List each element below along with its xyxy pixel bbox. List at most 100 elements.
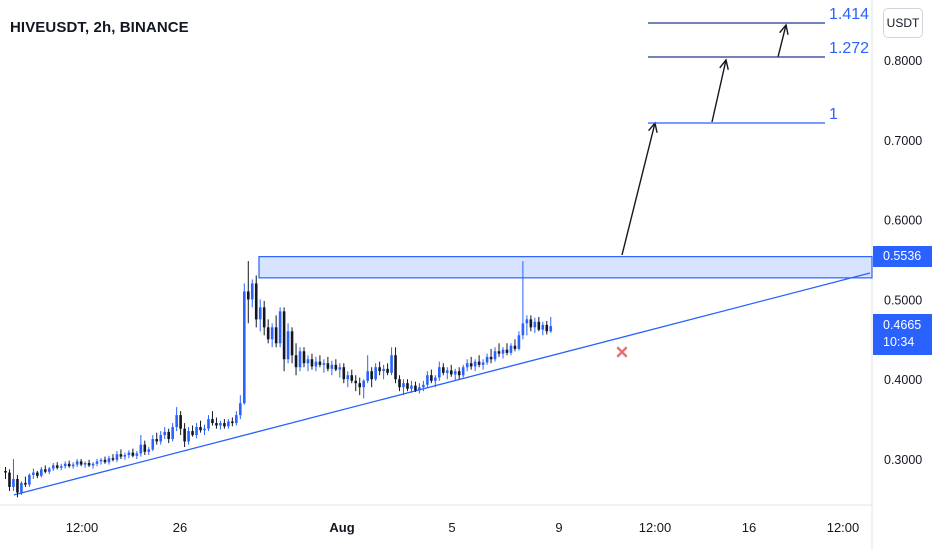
candle <box>322 359 326 373</box>
candle <box>306 355 310 372</box>
candle <box>374 363 377 381</box>
x-tick-label: 9 <box>555 520 562 535</box>
y-tick-label: 0.7000 <box>884 134 922 148</box>
candle <box>537 316 541 332</box>
candle-body <box>398 379 401 388</box>
candle <box>501 347 505 359</box>
candle-body <box>493 351 497 360</box>
candle <box>195 423 198 439</box>
candle-body <box>414 385 417 391</box>
candle-body <box>20 482 23 493</box>
last-price-tag: 0.4665 10:34 <box>873 314 932 355</box>
candle-body <box>36 472 39 476</box>
candle <box>32 468 35 479</box>
candle <box>147 447 151 456</box>
candle-body <box>485 356 489 363</box>
candle <box>525 315 529 336</box>
candle-body <box>131 452 135 456</box>
candle <box>465 359 469 372</box>
candle-body <box>71 464 75 467</box>
candle-body <box>322 363 326 365</box>
candle <box>394 347 397 384</box>
candle <box>390 347 393 376</box>
candle <box>246 261 250 324</box>
candle-body <box>354 380 358 384</box>
last-price-value: 0.4665 <box>883 318 922 332</box>
candle <box>187 427 190 445</box>
candle-body <box>215 423 218 426</box>
candle <box>55 462 59 470</box>
y-axis[interactable]: 0.8000 0.7000 0.6000 0.5000 0.4000 0.3000 <box>884 54 922 467</box>
candle-body <box>338 367 342 370</box>
chart-title: HIVEUSDT, 2h, BINANCE <box>10 19 189 36</box>
candle <box>107 455 111 465</box>
candle-body <box>103 459 107 463</box>
candle-body <box>326 363 330 369</box>
candle-body <box>95 461 99 464</box>
candle-body <box>314 361 318 367</box>
y-tick-label: 0.6000 <box>884 214 922 228</box>
candle-body <box>4 470 7 473</box>
candle-body <box>83 462 87 465</box>
candle-body <box>374 367 377 380</box>
candle-body <box>195 427 198 436</box>
candle <box>159 431 163 445</box>
candle-body <box>302 351 306 364</box>
candle-body <box>342 367 346 380</box>
candle-body <box>243 291 246 404</box>
candle-body <box>44 469 47 472</box>
candle <box>529 315 533 332</box>
candle <box>302 347 306 368</box>
candle <box>111 454 115 462</box>
candle <box>457 367 461 380</box>
candle <box>139 435 143 457</box>
candle-body <box>318 361 322 365</box>
candle <box>16 474 19 498</box>
fib-level: 1.272 <box>648 40 869 58</box>
candle-body <box>286 331 290 360</box>
candle <box>449 364 453 377</box>
candle-body <box>442 367 445 373</box>
candle-body <box>390 355 393 373</box>
x-axis[interactable]: 12:00 26 Aug 5 9 12:00 16 12:00 <box>66 520 860 535</box>
candle-body <box>517 335 521 349</box>
candle-body <box>223 423 226 427</box>
candle-body <box>12 478 15 487</box>
candle <box>227 419 230 429</box>
candle-body <box>147 449 151 452</box>
candle <box>123 452 127 460</box>
candle <box>362 379 365 399</box>
candle <box>59 463 63 471</box>
x-tick-label: Aug <box>329 520 354 535</box>
candle <box>533 317 537 333</box>
candle <box>131 448 135 458</box>
candle-body <box>330 364 334 369</box>
candle-body <box>167 431 170 440</box>
candle <box>350 369 354 384</box>
candle <box>40 466 43 478</box>
candle <box>497 343 501 357</box>
candle <box>211 411 214 426</box>
candle-body <box>139 444 143 454</box>
candle <box>493 347 497 362</box>
candle-body <box>262 307 266 328</box>
candle-body <box>67 463 71 467</box>
candle <box>477 355 481 368</box>
candle-body <box>306 359 310 364</box>
candle-body <box>239 403 242 416</box>
candle-body <box>549 326 553 332</box>
y-tick-label: 0.8000 <box>884 54 922 68</box>
candle <box>445 367 449 380</box>
candle <box>203 424 206 436</box>
candle-body <box>246 291 250 300</box>
candle-body <box>55 465 59 468</box>
candle <box>430 369 433 384</box>
candle-body <box>179 415 182 429</box>
currency-button[interactable]: USDT <box>883 8 923 38</box>
candle-body <box>278 311 282 344</box>
candle-body <box>513 345 517 349</box>
candle-body <box>199 427 202 431</box>
candle <box>8 469 11 491</box>
x-tick-label: 26 <box>173 520 187 535</box>
